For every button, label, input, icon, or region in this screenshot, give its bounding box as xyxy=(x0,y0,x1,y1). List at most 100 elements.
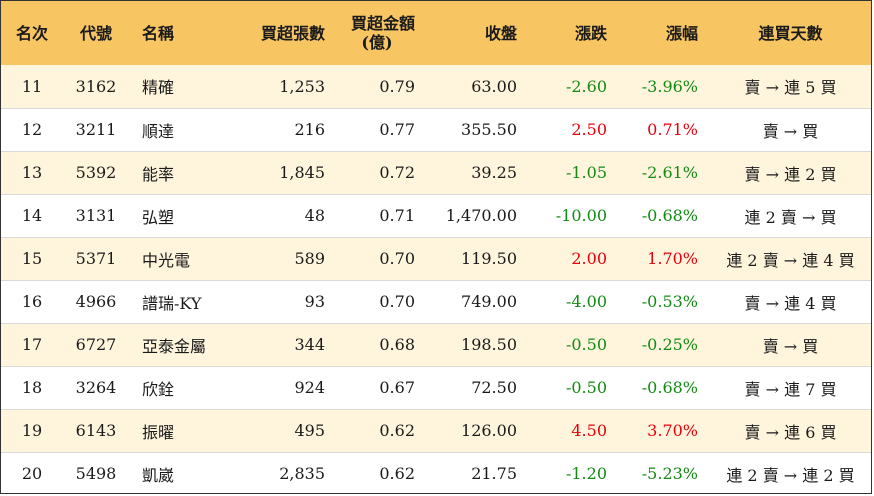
cell-rank: 11 xyxy=(21,76,43,96)
header-net-lots: 買超張數 xyxy=(260,23,325,43)
table-row[interactable]: 20 5498 凱崴 2,835 0.62 21.75 -1.20 -5.23% 連 2 賣 →… xyxy=(1,452,871,493)
cell-name: 欣銓 xyxy=(142,379,175,399)
table-row[interactable]: 19 6143 振曜 495 0.62 126.00 4.50 3.70% 賣 → 連 6 買 xyxy=(1,409,871,452)
cell-close: 21.75 xyxy=(471,464,517,484)
cell-streak: 賣 → 連 5 買 xyxy=(744,78,837,98)
cell-name: 能率 xyxy=(142,164,175,184)
cell-net-amount: 0.67 xyxy=(379,378,415,397)
table-row[interactable]: 11 3162 精確 1,253 0.79 63.00 -2.60 -3.96% 賣 → 連 5… xyxy=(1,65,871,108)
cell-rank: 15 xyxy=(21,249,43,268)
cell-name: 凱崴 xyxy=(142,465,175,485)
cell-close: 72.50 xyxy=(471,378,517,397)
cell-close: 355.50 xyxy=(461,120,517,139)
cell-code: 5498 xyxy=(75,464,117,484)
cell-rank: 20 xyxy=(21,464,43,484)
cell-close: 1,470.00 xyxy=(445,206,517,225)
cell-net-lots: 589 xyxy=(294,249,325,268)
cell-close: 39.25 xyxy=(471,163,517,182)
cell-net-amount: 0.68 xyxy=(379,335,415,354)
table-row[interactable]: 15 5371 中光電 589 0.70 119.50 2.00 1.70% 連 2 賣 → 連… xyxy=(1,237,871,280)
header-name: 名稱 xyxy=(142,23,175,43)
header-streak: 連買天數 xyxy=(758,23,823,43)
header-change: 漲跌 xyxy=(574,23,607,43)
cell-code: 6727 xyxy=(75,335,117,354)
cell-code: 3162 xyxy=(75,76,117,96)
cell-name: 順達 xyxy=(142,121,175,141)
table-row[interactable]: 18 3264 欣銓 924 0.67 72.50 -0.50 -0.68% 賣 → 連 7 買 xyxy=(1,366,871,409)
cell-rank: 18 xyxy=(21,378,43,397)
table-row[interactable]: 14 3131 弘塑 48 0.71 1,470.00 -10.00 -0.68% 連 2 賣 … xyxy=(1,194,871,237)
header-pct: 漲幅 xyxy=(665,23,698,43)
cell-streak: 連 2 賣 → 連 2 買 xyxy=(726,465,855,485)
cell-streak: 連 2 賣 → 買 xyxy=(744,207,837,227)
cell-net-amount: 0.70 xyxy=(379,292,415,311)
cell-net-amount: 0.79 xyxy=(379,76,415,96)
cell-net-lots: 48 xyxy=(304,206,325,225)
cell-change: -0.50 xyxy=(565,335,607,354)
cell-rank: 16 xyxy=(21,292,43,311)
table-row[interactable]: 17 6727 亞泰金屬 344 0.68 198.50 -0.50 -0.25% 賣 → 買 xyxy=(1,323,871,366)
cell-code: 3264 xyxy=(75,378,117,397)
cell-change: -2.60 xyxy=(565,76,607,96)
cell-net-amount: 0.72 xyxy=(379,163,415,182)
cell-streak: 賣 → 買 xyxy=(762,336,819,356)
cell-name: 振曜 xyxy=(142,422,175,442)
cell-pct: -0.68% xyxy=(641,378,698,397)
cell-pct: 1.70% xyxy=(647,249,698,268)
cell-net-lots: 1,253 xyxy=(279,76,325,96)
cell-streak: 賣 → 連 7 買 xyxy=(744,379,837,399)
header-row: 名次 代號 名稱 買超張數 買超金額 (億) 收盤 漲跌 漲幅 連買天數 xyxy=(1,1,871,65)
header-rank: 名次 xyxy=(15,23,48,43)
cell-change: -1.05 xyxy=(565,163,607,182)
cell-streak: 賣 → 連 6 買 xyxy=(744,422,837,442)
cell-close: 119.50 xyxy=(461,249,517,268)
cell-pct: -0.53% xyxy=(641,292,698,311)
cell-close: 749.00 xyxy=(461,292,517,311)
cell-change: 2.00 xyxy=(571,249,607,268)
cell-pct: -5.23% xyxy=(641,464,698,484)
cell-net-amount: 0.62 xyxy=(379,421,415,440)
cell-rank: 17 xyxy=(21,335,43,354)
table-header: 名次 代號 名稱 買超張數 買超金額 (億) 收盤 漲跌 漲幅 連買天數 xyxy=(1,1,871,65)
cell-pct: 3.70% xyxy=(647,421,698,440)
cell-code: 4966 xyxy=(75,292,117,311)
cell-net-lots: 924 xyxy=(294,378,325,397)
cell-close: 198.50 xyxy=(461,335,517,354)
cell-streak: 連 2 賣 → 連 4 買 xyxy=(726,250,855,270)
cell-name: 精確 xyxy=(142,78,175,98)
cell-net-lots: 1,845 xyxy=(279,163,325,182)
cell-pct: -3.96% xyxy=(641,76,698,96)
header-net-amount-unit: (億) xyxy=(361,33,393,52)
cell-streak: 賣 → 買 xyxy=(762,121,819,141)
cell-net-lots: 2,835 xyxy=(279,464,325,484)
header-net-amount: 買超金額 (億) xyxy=(335,1,425,65)
table-row[interactable]: 13 5392 能率 1,845 0.72 39.25 -1.05 -2.61% 賣 → 連 2… xyxy=(1,151,871,194)
table-row[interactable]: 12 3211 順達 216 0.77 355.50 2.50 0.71% 賣 → 買 xyxy=(1,108,871,151)
table-body: 11 3162 精確 1,253 0.79 63.00 -2.60 -3.96% 賣 → 連 5… xyxy=(1,65,871,493)
cell-code: 6143 xyxy=(75,421,117,440)
cell-net-amount: 0.77 xyxy=(379,120,415,139)
cell-code: 3131 xyxy=(75,206,117,225)
cell-name: 弘塑 xyxy=(142,207,175,227)
cell-streak: 賣 → 連 2 買 xyxy=(744,164,837,184)
cell-rank: 19 xyxy=(21,421,43,440)
cell-pct: -0.68% xyxy=(641,206,698,225)
cell-code: 5392 xyxy=(75,163,117,182)
cell-code: 3211 xyxy=(75,120,117,139)
cell-streak: 賣 → 連 4 買 xyxy=(744,293,837,313)
cell-net-amount: 0.70 xyxy=(379,249,415,268)
cell-pct: -0.25% xyxy=(641,335,698,354)
table-row[interactable]: 16 4966 譜瑞-KY 93 0.70 749.00 -4.00 -0.53% 賣 → 連 … xyxy=(1,280,871,323)
cell-change: -1.20 xyxy=(565,464,607,484)
cell-close: 126.00 xyxy=(461,421,517,440)
cell-change: -4.00 xyxy=(565,292,607,311)
cell-name: 中光電 xyxy=(142,250,191,270)
cell-change: -0.50 xyxy=(565,378,607,397)
cell-net-amount: 0.71 xyxy=(379,206,415,225)
cell-net-lots: 344 xyxy=(294,335,325,354)
cell-code: 5371 xyxy=(75,249,117,268)
cell-change: 2.50 xyxy=(571,120,607,139)
cell-net-lots: 495 xyxy=(294,421,325,440)
